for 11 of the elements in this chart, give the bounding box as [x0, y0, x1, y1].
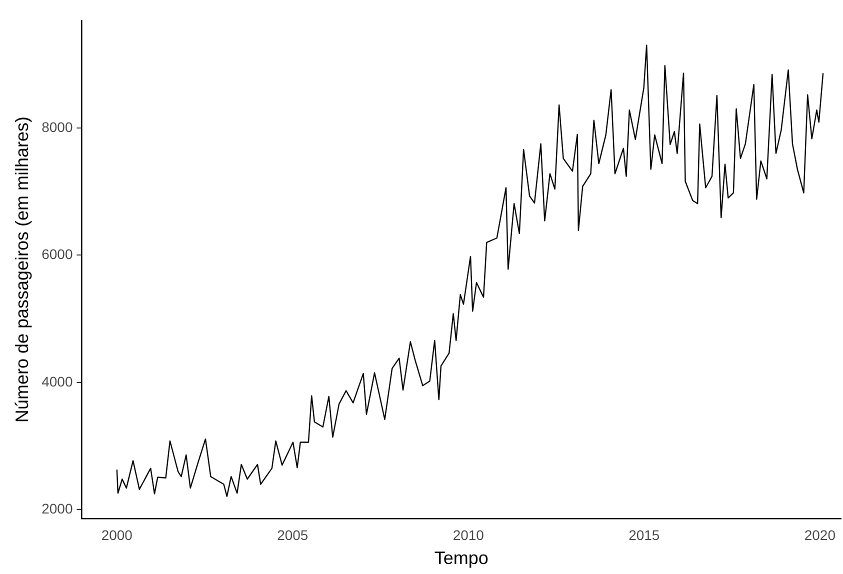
y-tick-label: 6000 [42, 246, 73, 262]
x-tick-label: 2010 [452, 526, 484, 543]
y-axis-title: Número de passageiros (em milhares) [12, 116, 32, 423]
x-tick-label: 2015 [628, 526, 660, 543]
y-tick-label: 4000 [42, 373, 73, 390]
x-tick-label: 2005 [277, 526, 308, 543]
y-tick-label: 2000 [42, 500, 73, 517]
x-tick-label: 2000 [101, 526, 133, 543]
x-tick-label: 2020 [804, 526, 836, 543]
y-tick-label: 8000 [42, 118, 73, 135]
x-axis-title: Tempo [434, 548, 488, 568]
